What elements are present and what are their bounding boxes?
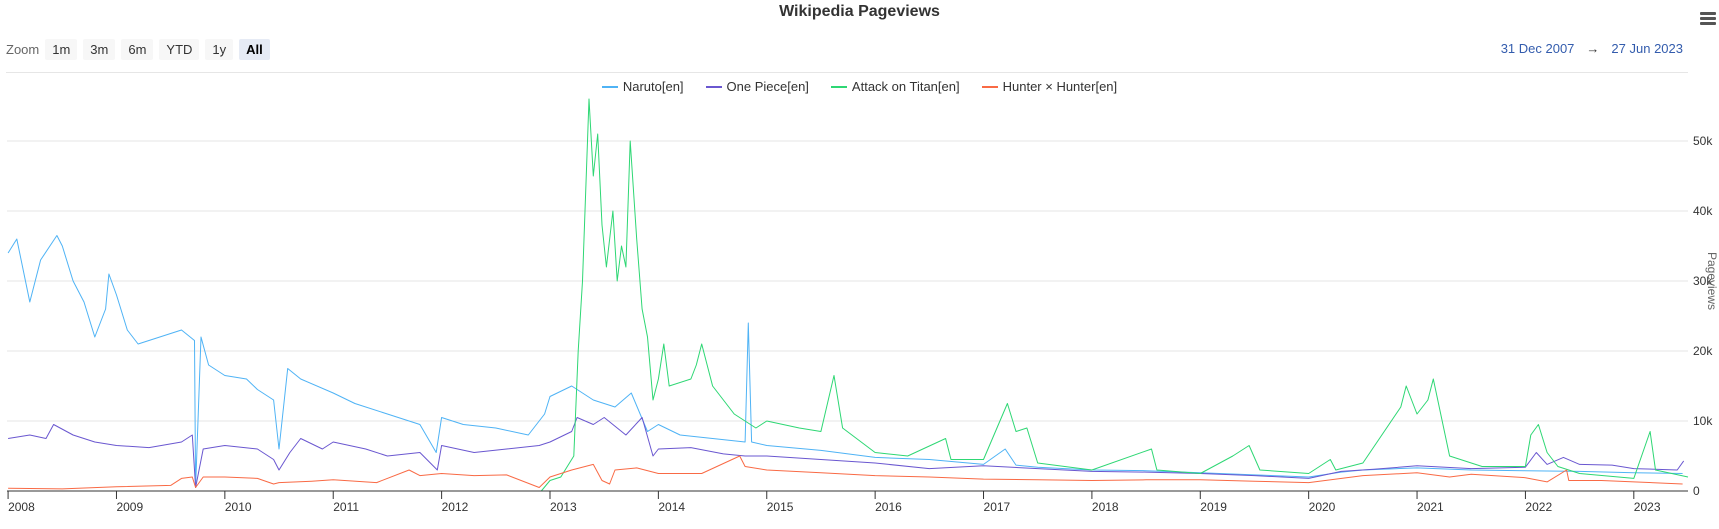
range-arrow-icon: → <box>1586 41 1600 56</box>
series-line-1[interactable] <box>8 417 1685 488</box>
x-tick-label: 2010 <box>225 500 252 514</box>
series-lines <box>7 98 1689 492</box>
date-range-selector: 31 Dec 2007 → 27 Jun 2023 <box>1501 41 1683 56</box>
series-line-0[interactable] <box>7 235 1683 488</box>
y-tick-label: 50k <box>1693 134 1713 148</box>
hamburger-menu-icon[interactable] <box>1700 12 1716 26</box>
x-tick-label: 2017 <box>984 500 1011 514</box>
zoom-1y-button[interactable]: 1y <box>205 38 234 60</box>
range-start-date[interactable]: 31 Dec 2007 <box>1500 41 1575 56</box>
x-tick-label: 2015 <box>767 500 794 514</box>
y-tick-label: 40k <box>1693 204 1713 218</box>
zoom-controls: Zoom 1m 3m 6m YTD 1y All <box>6 38 276 60</box>
x-tick-label: 2020 <box>1309 500 1336 514</box>
x-tick-label: 2016 <box>875 500 902 514</box>
x-tick-label: 2019 <box>1200 500 1227 514</box>
y-tick-label: 10k <box>1693 414 1713 428</box>
legend-swatch <box>830 85 847 88</box>
legend-swatch <box>601 85 618 88</box>
zoom-3m-button[interactable]: 3m <box>83 38 116 60</box>
y-tick-label: 20k <box>1693 344 1713 358</box>
series-line-2[interactable] <box>540 98 1689 492</box>
x-tick-label: 2021 <box>1417 500 1444 514</box>
y-tick-label: 30k <box>1693 274 1713 288</box>
legend-label: Attack on Titan[en] <box>851 79 960 94</box>
axes: 0 10k 20k 30k 40k 50k 2008 2009 2010 2011 2012 2013… <box>7 134 1713 514</box>
zoom-6m-button[interactable]: 6m <box>121 38 154 60</box>
toolbar-divider <box>6 72 1688 73</box>
legend-item-hunter-x-hunter[interactable]: Hunter × Hunter[en] <box>981 79 1118 94</box>
legend-label: One Piece[en] <box>726 79 809 94</box>
x-tick-label: 2018 <box>1092 500 1119 514</box>
legend-swatch <box>705 85 722 88</box>
zoom-ytd-button[interactable]: YTD <box>159 38 200 60</box>
legend-swatch <box>981 85 998 88</box>
chart-legend: Naruto[en] One Piece[en] Attack on Titan… <box>0 79 1719 94</box>
y-axis-title: Pageviews <box>1705 252 1719 310</box>
x-tick-label: 2011 <box>333 500 359 514</box>
x-tick-label: 2023 <box>1634 500 1661 514</box>
legend-label: Hunter × Hunter[en] <box>1002 79 1118 94</box>
legend-item-naruto[interactable]: Naruto[en] <box>601 79 684 94</box>
x-tick-label: 2008 <box>8 500 35 514</box>
x-tick-label: 2009 <box>116 500 143 514</box>
legend-item-attack-on-titan[interactable]: Attack on Titan[en] <box>830 79 960 94</box>
zoom-all-button[interactable]: All <box>239 38 270 60</box>
zoom-label: Zoom <box>6 41 40 57</box>
legend-item-one-piece[interactable]: One Piece[en] <box>705 79 809 94</box>
x-tick-label: 2012 <box>442 500 469 514</box>
x-tick-label: 2013 <box>550 500 577 514</box>
grid-lines <box>7 140 1688 422</box>
zoom-1m-button[interactable]: 1m <box>45 38 78 60</box>
series-line-3[interactable] <box>8 455 1683 490</box>
x-tick-label: 2022 <box>1525 500 1552 514</box>
y-tick-label: 0 <box>1693 484 1700 498</box>
x-tick-label: 2014 <box>658 500 685 514</box>
range-end-date[interactable]: 27 Jun 2023 <box>1611 41 1683 56</box>
legend-label: Naruto[en] <box>622 79 684 94</box>
chart-title: Wikipedia Pageviews <box>779 3 940 20</box>
